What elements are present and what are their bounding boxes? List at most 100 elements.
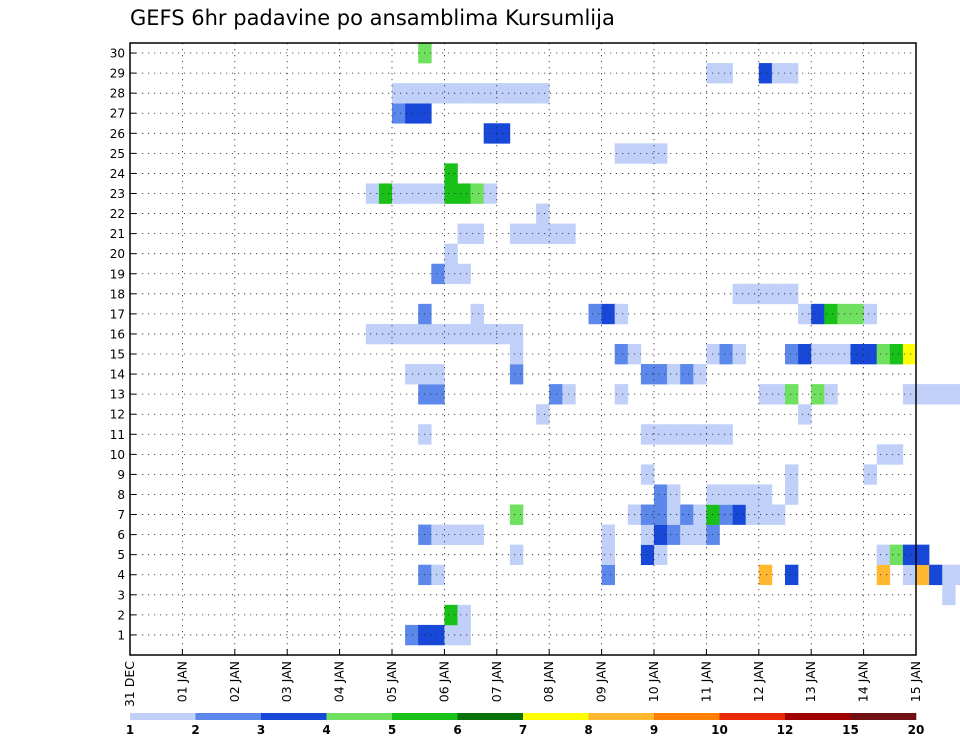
heatmap-cell bbox=[667, 424, 681, 445]
heatmap-cell bbox=[536, 223, 550, 244]
heatmap-cell bbox=[457, 524, 471, 545]
colorbar-swatch bbox=[654, 713, 720, 720]
heatmap-cell bbox=[732, 343, 746, 365]
heatmap-cell bbox=[680, 424, 694, 445]
heatmap-cell bbox=[916, 384, 930, 405]
y-tick-label: 21 bbox=[110, 227, 125, 241]
heatmap-cells bbox=[365, 43, 960, 646]
heatmap-cell bbox=[470, 323, 484, 345]
x-tick-label: 04 JAN bbox=[332, 661, 347, 702]
heatmap-cell bbox=[785, 464, 799, 485]
heatmap-cell bbox=[431, 364, 445, 385]
heatmap-cell bbox=[614, 143, 629, 164]
y-tick-label: 9 bbox=[117, 468, 125, 482]
x-tick-label: 03 JAN bbox=[279, 661, 294, 702]
y-tick-label: 18 bbox=[110, 287, 125, 301]
heatmap-cell bbox=[405, 83, 419, 104]
heatmap-cell bbox=[654, 544, 668, 566]
heatmap-cell bbox=[431, 624, 445, 646]
heatmap-cell bbox=[785, 384, 799, 405]
colorbar-label: 4 bbox=[322, 723, 330, 737]
heatmap-cell bbox=[640, 524, 655, 545]
heatmap-cell bbox=[889, 544, 904, 566]
heatmap-cell bbox=[640, 424, 655, 445]
x-tick-label: 05 JAN bbox=[384, 661, 399, 702]
heatmap-cell bbox=[758, 63, 773, 84]
colorbar-swatch bbox=[850, 713, 917, 720]
x-tick-label: 12 JAN bbox=[751, 661, 766, 702]
heatmap-cell bbox=[654, 364, 668, 385]
heatmap-cell bbox=[640, 464, 655, 485]
x-tick-label: 07 JAN bbox=[489, 661, 504, 702]
heatmap-cell bbox=[431, 564, 445, 586]
y-tick-label: 29 bbox=[110, 67, 125, 81]
heatmap-cell bbox=[654, 524, 668, 545]
heatmap-cell bbox=[902, 544, 917, 566]
heatmap-cell bbox=[444, 323, 458, 345]
heatmap-cell bbox=[667, 504, 681, 525]
heatmap-cell bbox=[405, 183, 419, 204]
y-tick-label: 30 bbox=[110, 47, 125, 61]
heatmap-cell bbox=[601, 564, 615, 586]
heatmap-cell bbox=[431, 83, 445, 104]
heatmap-cell bbox=[457, 83, 471, 104]
heatmap-cell bbox=[365, 323, 380, 345]
x-tick-label: 11 JAN bbox=[698, 661, 713, 702]
heatmap-cell bbox=[732, 484, 746, 505]
colorbar-label: 5 bbox=[388, 723, 396, 737]
heatmap-cell bbox=[392, 103, 406, 124]
plot-frame bbox=[129, 42, 917, 656]
heatmap-cell bbox=[444, 183, 458, 204]
heatmap-cell bbox=[889, 444, 904, 465]
heatmap-cell bbox=[732, 283, 746, 305]
y-tick-label: 27 bbox=[110, 107, 125, 121]
heatmap-cell bbox=[758, 283, 773, 305]
heatmap-cell bbox=[942, 584, 956, 606]
heatmap-cell bbox=[457, 624, 471, 646]
y-tick-label: 7 bbox=[117, 508, 125, 522]
x-tick-label: 06 JAN bbox=[436, 661, 451, 702]
y-tick-label: 6 bbox=[117, 528, 125, 542]
x-tick-label: 14 JAN bbox=[856, 661, 871, 702]
y-tick-label: 17 bbox=[110, 307, 125, 321]
grid-lines bbox=[130, 43, 916, 655]
heatmap-cell bbox=[785, 343, 799, 365]
heatmap-cell bbox=[549, 223, 563, 244]
heatmap-cell bbox=[470, 223, 484, 244]
heatmap-cell bbox=[876, 343, 891, 365]
heatmap-cell bbox=[876, 444, 891, 465]
heatmap-cell bbox=[614, 384, 629, 405]
colorbar-label: 12 bbox=[777, 723, 794, 737]
heatmap-cell bbox=[444, 604, 458, 626]
heatmap-cell bbox=[785, 63, 799, 84]
y-tick-label: 5 bbox=[117, 548, 125, 562]
heatmap-cell bbox=[876, 564, 891, 586]
colorbar-swatch bbox=[195, 713, 262, 720]
heatmap-cell bbox=[509, 323, 524, 345]
heatmap-cell bbox=[523, 83, 537, 104]
x-tick-label: 15 JAN bbox=[908, 661, 923, 702]
colorbar-swatch bbox=[130, 713, 196, 720]
heatmap-cell bbox=[365, 183, 380, 204]
heatmap-cell bbox=[955, 564, 960, 586]
x-tick-label: 09 JAN bbox=[594, 661, 609, 702]
heatmap-cell bbox=[536, 404, 550, 425]
colorbar: 1 2 3 4 5 6 7 8 9 10 12 15 20 bbox=[126, 713, 924, 737]
heatmap-cell bbox=[444, 624, 458, 646]
heatmap-cell bbox=[457, 183, 471, 204]
y-tick-label: 4 bbox=[117, 568, 125, 582]
heatmap-cell bbox=[470, 83, 484, 104]
y-tick-label: 24 bbox=[110, 167, 125, 181]
heatmap-cell bbox=[889, 343, 904, 365]
heatmap-cell bbox=[902, 564, 917, 586]
heatmap-cell bbox=[392, 183, 406, 204]
heatmap-cell bbox=[745, 283, 760, 305]
heatmap-cell bbox=[496, 83, 511, 104]
colorbar-label: 3 bbox=[257, 723, 265, 737]
heatmap-cell bbox=[444, 243, 458, 265]
colorbar-label: 10 bbox=[711, 723, 728, 737]
heatmap-cell bbox=[536, 203, 550, 224]
heatmap-cell bbox=[654, 424, 668, 445]
heatmap-cell bbox=[863, 343, 877, 365]
heatmap-cell bbox=[431, 323, 445, 345]
